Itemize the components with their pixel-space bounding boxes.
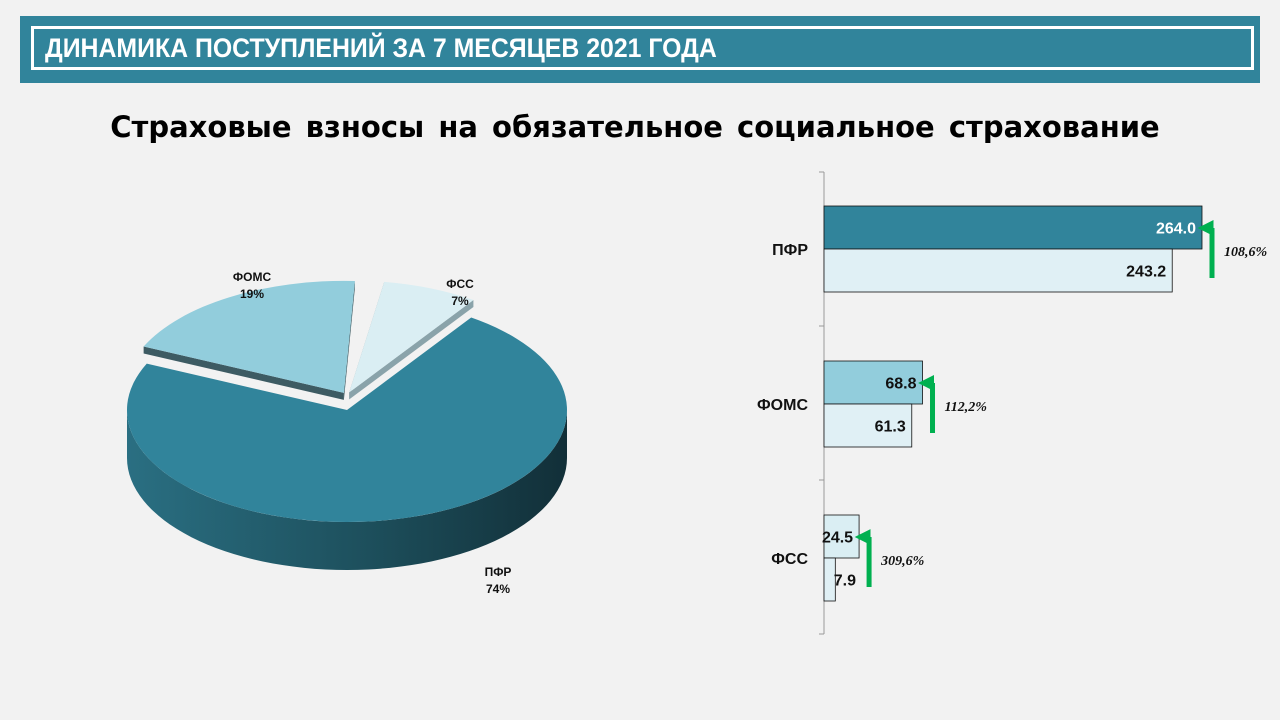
bar-pfr-current-label: 264.0 <box>1156 221 1196 238</box>
pie-label-fss-percent: 7% <box>451 294 469 308</box>
bar-category-foms: ФОМС <box>757 397 808 414</box>
pie-label-foms-name: ФОМС <box>233 270 272 284</box>
pie-label-foms-percent: 19% <box>240 287 264 301</box>
bar-fss-previous-label: 7.9 <box>834 573 856 590</box>
bar-category-pfr: ПФР <box>772 242 808 259</box>
bar-category-fss: ФСС <box>771 551 808 568</box>
header-frame <box>31 26 1254 70</box>
pie-slice-foms-edge <box>143 346 344 400</box>
bar-pfr-previous-label: 243.2 <box>1126 264 1166 281</box>
bar-fss-current-label: 24.5 <box>822 530 853 547</box>
page-title: ДИНАМИКА ПОСТУПЛЕНИЙ ЗА 7 МЕСЯЦЕВ 2021 Г… <box>45 33 717 63</box>
pie-slice-fss-side <box>349 299 474 400</box>
pie-label-pfr-name: ПФР <box>485 565 512 579</box>
pie-slice-fss <box>349 281 474 393</box>
bar-foms-previous <box>823 403 913 448</box>
chart-subtitle: Страховые взносы на обязательное социаль… <box>110 110 1160 144</box>
pie-slice-pfr-side <box>127 410 567 570</box>
bar-fss-current <box>823 514 860 559</box>
pie-slice-pfr <box>127 317 568 522</box>
pie-label-fss-name: ФСС <box>446 277 474 291</box>
bar-pfr-previous <box>823 248 1173 293</box>
bar-foms-current-label: 68.8 <box>885 376 916 393</box>
growth-label-foms: 112,2% <box>945 400 987 415</box>
bar-pfr-current <box>823 205 1203 250</box>
growth-label-fss: 309,6% <box>880 554 924 569</box>
pie-slice-foms-side <box>343 281 355 400</box>
bar-fss-previous <box>823 557 836 602</box>
pie-slice-foms <box>143 280 355 393</box>
growth-label-pfr: 108,6% <box>1224 245 1267 260</box>
bar-foms-previous-label: 61.3 <box>875 419 906 436</box>
pie-label-pfr-percent: 74% <box>486 582 510 596</box>
